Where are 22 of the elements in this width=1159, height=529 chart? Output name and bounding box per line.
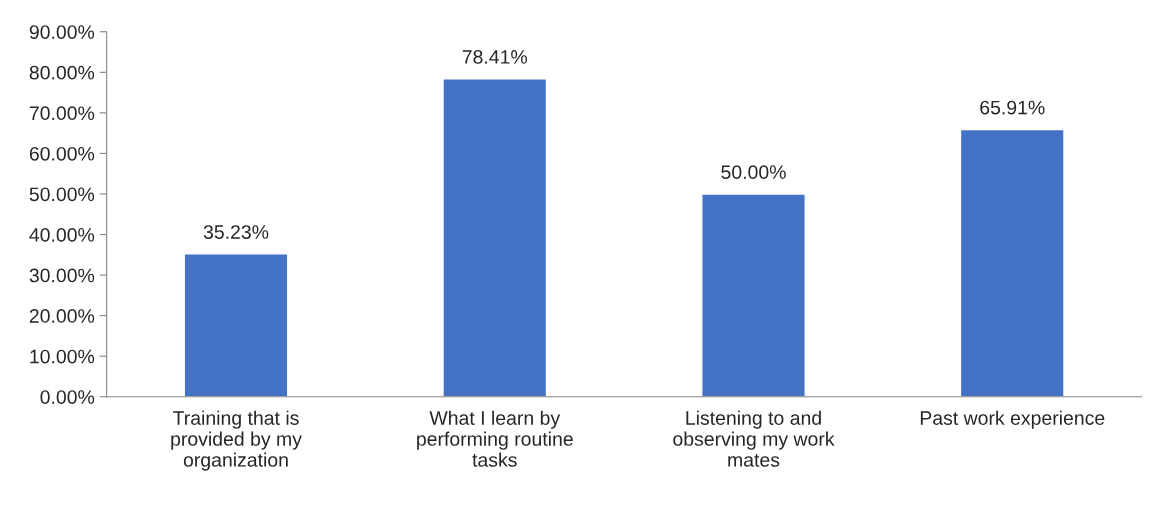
bar xyxy=(442,78,548,397)
data-label: 65.91% xyxy=(980,100,1045,115)
data-label: 35.23% xyxy=(203,225,269,239)
y-tick-label: 10.00% xyxy=(30,349,95,364)
y-tick-label: 0.00% xyxy=(40,390,95,404)
y-tick-label: 20.00% xyxy=(29,309,95,323)
x-tick-label: Past work experience xyxy=(920,410,1105,429)
y-tick-label: 40.00% xyxy=(29,227,95,242)
y-tick-label: 30.00% xyxy=(29,268,95,283)
x-tick-label: What I learn by performing routine tasks xyxy=(417,410,573,467)
y-tick-label: 80.00% xyxy=(29,65,95,80)
data-label: 78.41% xyxy=(462,50,528,64)
x-tick-label: Training that is provided by my organization xyxy=(171,410,302,471)
data-label: 50.00% xyxy=(721,165,786,180)
x-tick-label: Listening to and observing my work mates xyxy=(673,410,835,467)
y-tick-label: 70.00% xyxy=(29,106,95,121)
bar xyxy=(183,253,289,397)
bar xyxy=(701,193,806,397)
y-tick-label: 50.00% xyxy=(29,187,95,202)
y-tick-label: 60.00% xyxy=(29,146,95,161)
bar xyxy=(959,128,1065,397)
y-tick-label: 90.00% xyxy=(29,25,95,39)
